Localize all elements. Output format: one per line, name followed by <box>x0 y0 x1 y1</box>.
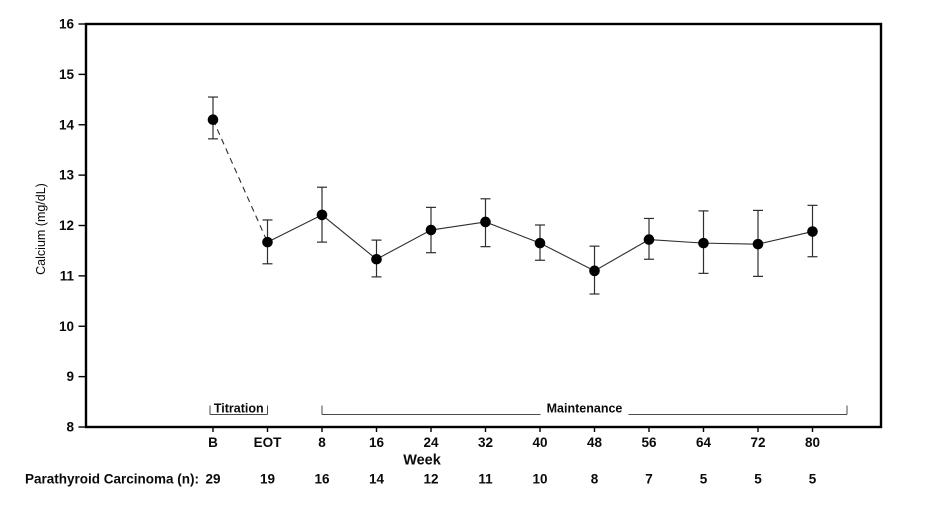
y-axis-label: Calcium (mg/dL) <box>34 183 48 275</box>
y-tick-label: 16 <box>59 17 75 32</box>
x-axis-label: Week <box>403 453 442 469</box>
n-row-value: 10 <box>532 472 547 487</box>
y-tick-label: 14 <box>59 117 75 132</box>
phase-bracket-label: Titration <box>214 402 264 416</box>
y-tick-label: 10 <box>59 319 74 334</box>
x-tick-label: 8 <box>318 435 326 450</box>
series-line-dashed <box>212 119 269 243</box>
x-tick-label: 40 <box>532 435 547 450</box>
data-point-marker <box>316 209 328 221</box>
x-tick-label: 64 <box>696 435 712 450</box>
data-point-marker <box>698 237 709 249</box>
x-tick-label: 16 <box>369 435 385 450</box>
data-point-marker <box>480 216 491 228</box>
x-tick-label: 24 <box>423 435 439 450</box>
data-point-marker <box>589 265 600 277</box>
x-tick-label: 80 <box>805 435 820 450</box>
phase-bracket-label: Maintenance <box>547 402 623 416</box>
data-point-marker <box>643 234 655 245</box>
data-point-marker <box>207 114 219 126</box>
x-tick-label: 48 <box>587 435 603 450</box>
data-point-marker <box>371 253 382 265</box>
x-tick-label: EOT <box>254 435 283 450</box>
y-tick-label: 8 <box>66 420 74 435</box>
n-row-value: 8 <box>591 472 599 487</box>
data-point-marker <box>425 224 437 236</box>
data-point-marker <box>534 237 546 249</box>
bracket-label-background <box>540 401 629 416</box>
y-tick-label: 11 <box>60 268 75 283</box>
n-row-value: 5 <box>809 472 817 487</box>
n-row-value: 16 <box>314 472 330 487</box>
x-tick-label: 32 <box>478 435 493 450</box>
n-row-value: 5 <box>754 472 762 487</box>
y-tick-label: 9 <box>66 369 74 384</box>
n-row-value: 29 <box>205 472 220 487</box>
n-row-value: 11 <box>478 472 493 487</box>
data-point-marker <box>807 226 818 237</box>
n-row-value: 14 <box>369 472 385 487</box>
n-row-value: 7 <box>645 472 653 487</box>
y-tick-label: 13 <box>59 168 75 183</box>
x-tick-label: B <box>208 435 218 450</box>
x-tick-label: 72 <box>750 435 765 450</box>
n-row-label: Parathyroid Carcinoma (n): <box>25 472 199 487</box>
data-point-marker <box>262 236 273 248</box>
x-tick-label: 56 <box>641 435 657 450</box>
n-row-value: 5 <box>700 472 708 487</box>
y-tick-label: 12 <box>59 218 74 233</box>
n-row-value: 12 <box>423 472 438 487</box>
y-tick-label: 15 <box>59 67 75 82</box>
n-row-value: 19 <box>260 472 275 487</box>
data-point-marker <box>752 238 764 250</box>
